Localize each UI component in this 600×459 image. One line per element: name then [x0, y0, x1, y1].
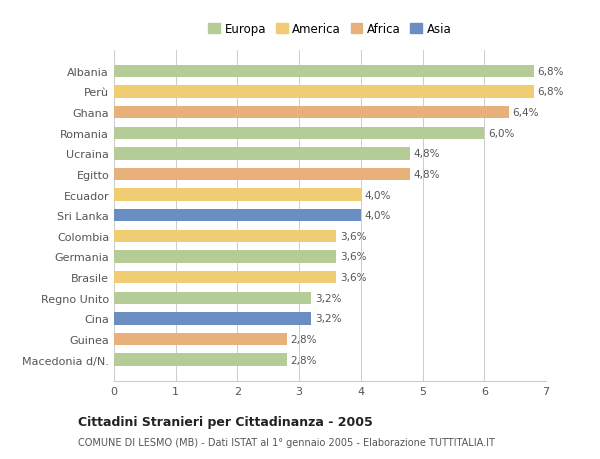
Text: 3,2%: 3,2% [315, 293, 341, 303]
Legend: Europa, America, Africa, Asia: Europa, America, Africa, Asia [208, 23, 452, 36]
Bar [114, 86, 533, 98]
Bar [114, 313, 311, 325]
Text: 6,0%: 6,0% [488, 129, 514, 139]
Bar [114, 333, 287, 345]
Bar [114, 106, 509, 119]
Bar [114, 66, 533, 78]
Bar [114, 230, 336, 242]
Text: COMUNE DI LESMO (MB) - Dati ISTAT al 1° gennaio 2005 - Elaborazione TUTTITALIA.I: COMUNE DI LESMO (MB) - Dati ISTAT al 1° … [78, 437, 495, 447]
Bar [114, 292, 311, 304]
Text: 2,8%: 2,8% [290, 334, 317, 344]
Text: 3,6%: 3,6% [340, 252, 367, 262]
Bar [114, 127, 484, 140]
Bar [114, 251, 336, 263]
Text: 3,6%: 3,6% [340, 273, 367, 282]
Text: 6,8%: 6,8% [538, 87, 564, 97]
Bar [114, 271, 336, 284]
Text: 2,8%: 2,8% [290, 355, 317, 365]
Text: 3,6%: 3,6% [340, 231, 367, 241]
Bar [114, 168, 410, 181]
Bar [114, 353, 287, 366]
Bar [114, 210, 361, 222]
Text: 6,4%: 6,4% [512, 108, 539, 118]
Text: 3,2%: 3,2% [315, 313, 341, 324]
Text: 4,0%: 4,0% [365, 211, 391, 221]
Bar [114, 189, 361, 202]
Text: 4,0%: 4,0% [365, 190, 391, 200]
Text: 4,8%: 4,8% [414, 149, 440, 159]
Text: Cittadini Stranieri per Cittadinanza - 2005: Cittadini Stranieri per Cittadinanza - 2… [78, 415, 373, 428]
Text: 4,8%: 4,8% [414, 169, 440, 179]
Bar [114, 148, 410, 160]
Text: 6,8%: 6,8% [538, 67, 564, 77]
